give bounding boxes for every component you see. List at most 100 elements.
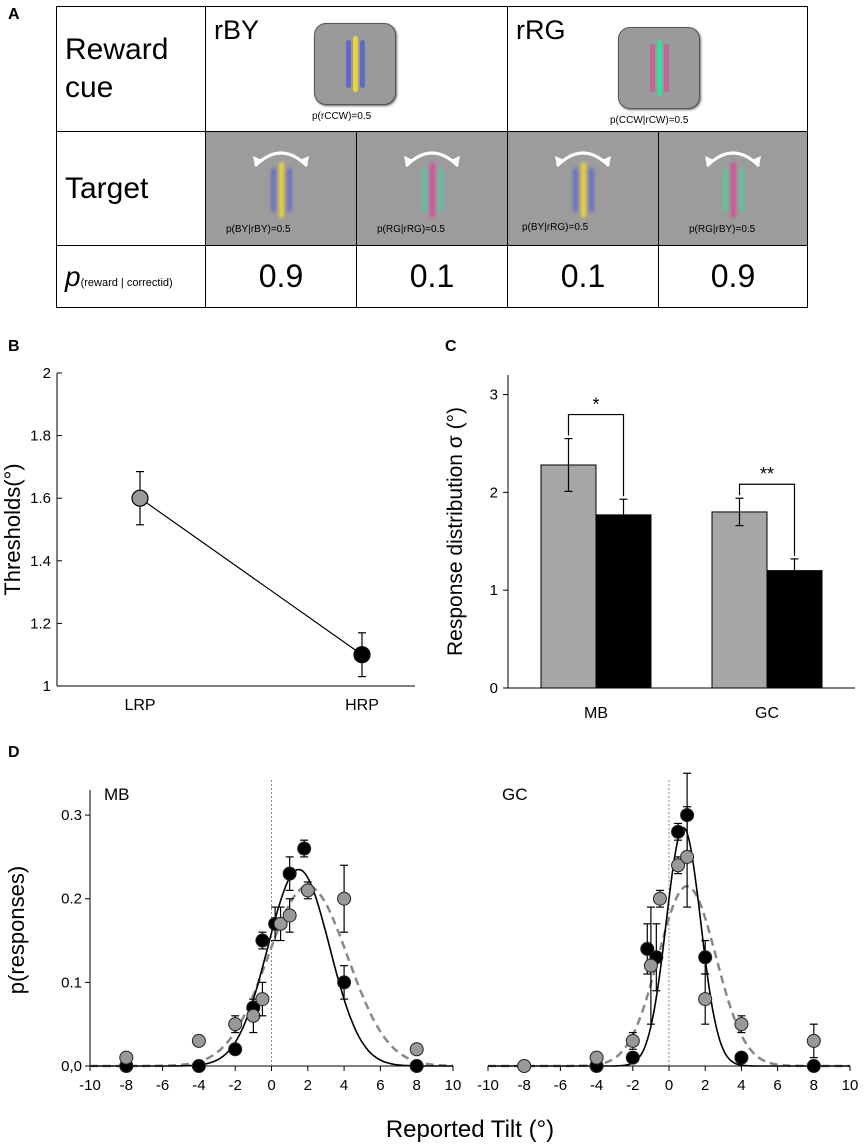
condition-rby-title: rBY <box>214 15 260 45</box>
reward-prob-value: 0.9 <box>658 245 808 308</box>
d-point-gray <box>734 1017 749 1032</box>
d-point-gray <box>652 891 667 906</box>
d-y-axis-label: p(responses) <box>4 866 29 994</box>
d-point-gray <box>671 858 686 873</box>
target-prob: p(BY|rBY)=0.5 <box>226 224 291 235</box>
d-point-gray <box>337 891 352 906</box>
d-point-gray <box>246 1008 261 1023</box>
b-y-tick-label: 1.4 <box>30 553 51 570</box>
c-significance-bracket <box>567 413 625 497</box>
d-point-gray <box>273 916 288 931</box>
target-prob: p(BY|rRG)=0.5 <box>522 222 589 233</box>
cue-prob-rby: p(rCCW)=0.5 <box>312 111 372 122</box>
c-y-axis-label: Response distribution σ (°) <box>444 407 467 656</box>
d-x-tick-label: -2 <box>229 1077 242 1094</box>
d-point-black <box>228 1042 243 1057</box>
d-point-gray <box>282 908 297 923</box>
c-bar <box>711 511 768 689</box>
d-x-tick-label: -8 <box>518 1077 531 1094</box>
d-y-tick-label: 0.3 <box>61 807 82 824</box>
d-point-gray <box>698 992 713 1007</box>
b-y-tick-label: 1.6 <box>30 490 51 507</box>
c-y-tick-label: 0 <box>490 680 498 697</box>
d-x-tick-label: 2 <box>701 1077 709 1094</box>
d-subject-label: MB <box>104 785 130 804</box>
gabor-patch <box>261 162 301 218</box>
d-point-black <box>734 1050 749 1065</box>
p-subscript: (reward | correctid) <box>80 276 173 289</box>
condition-rrg-title: rRG <box>516 15 566 45</box>
c-y-tick-label: 1 <box>490 582 498 599</box>
d-point-gray <box>409 1042 424 1057</box>
rotation-arrows-icon <box>253 151 309 168</box>
b-y-axis-label: Thresholds(°) <box>0 463 25 595</box>
d-point-black <box>806 1059 821 1073</box>
d-y-tick-label: 0.2 <box>61 891 82 908</box>
gabor-patch <box>713 162 753 218</box>
target-cell: p(BY|rBY)=0.5 <box>205 131 357 246</box>
d-point-gray <box>643 958 658 973</box>
c-y-tick-label: 3 <box>490 387 498 404</box>
b-x-tick-label: LRP <box>124 697 155 714</box>
d-point-gray <box>191 1033 206 1048</box>
d-fit-curve-black <box>90 868 453 1067</box>
c-significance-label: * <box>592 395 599 415</box>
d-point-gray <box>517 1059 532 1073</box>
d-y-tick-label: 0,0 <box>61 1058 82 1075</box>
d-x-tick-label: 8 <box>810 1077 818 1094</box>
d-x-tick-label: -6 <box>554 1077 567 1094</box>
condition-rrg: rRG p(CCW|rCW)=0.5 <box>507 6 808 132</box>
d-point-gray <box>589 1050 604 1065</box>
design-table: Reward cue rBY p(rCCW)=0.5 rRG p(CCW|rCW… <box>56 6 808 308</box>
c-x-tick-label: MB <box>584 705 608 722</box>
cue-patch-by <box>314 23 396 105</box>
d-point-black <box>625 1050 640 1065</box>
d-x-tick-label: 0 <box>267 1077 275 1094</box>
d-fit-curve-gray <box>90 884 454 1068</box>
reward-prob-value: 0.9 <box>205 245 357 308</box>
d-point-black <box>255 933 270 948</box>
target-prob: p(RG|rBY)=0.5 <box>689 224 756 235</box>
c-bar <box>540 464 597 689</box>
panel-letter-b: B <box>8 338 20 355</box>
reward-prob-value: 0.1 <box>356 245 508 308</box>
target-label: Target <box>56 131 206 246</box>
b-y-tick-label: 1.2 <box>30 615 51 632</box>
b-y-tick-label: 1.8 <box>30 428 51 445</box>
c-significance-bracket <box>738 483 796 556</box>
d-point-black <box>698 950 713 965</box>
d-x-tick-label: -4 <box>590 1077 603 1094</box>
d-x-tick-label: 6 <box>376 1077 384 1094</box>
b-y-tick-label: 1 <box>43 678 51 695</box>
cue-patch-rg <box>618 27 700 109</box>
d-point-gray <box>300 883 315 898</box>
reward-prob-value: 0.1 <box>507 245 659 308</box>
d-x-tick-label: 10 <box>445 1077 462 1094</box>
panel-letter-a: A <box>8 6 20 23</box>
d-point-gray <box>625 1033 640 1048</box>
d-y-tick-label: 0.1 <box>61 974 82 991</box>
target-cell: p(RG|rBY)=0.5 <box>658 131 808 246</box>
d-x-tick-label: -6 <box>156 1077 169 1094</box>
b-connect-line <box>139 497 363 656</box>
d-point-gray <box>680 849 695 864</box>
rotation-arrows-icon <box>705 151 761 168</box>
c-y-tick-label: 2 <box>490 484 498 501</box>
d-x-tick-label: 4 <box>737 1077 745 1094</box>
d-x-tick-label: -4 <box>192 1077 205 1094</box>
d-x-tick-label: -8 <box>120 1077 133 1094</box>
d-x-tick-label: -10 <box>477 1077 499 1094</box>
cue-prob-rrg: p(CCW|rCW)=0.5 <box>610 115 689 126</box>
d-x-tick-label: 6 <box>773 1077 781 1094</box>
reward-cue-label-line2: cue <box>65 71 114 104</box>
d-x-axis-label: Reported Tilt (°) <box>386 1116 554 1143</box>
d-point-black <box>282 866 297 881</box>
p-symbol: p <box>65 260 81 292</box>
b-x-tick-label: HRP <box>345 697 379 714</box>
b-point <box>353 646 371 664</box>
c-bar <box>595 514 652 689</box>
rotation-arrows-icon <box>404 151 460 168</box>
target-cell: p(BY|rRG)=0.5 <box>507 131 659 246</box>
d-point-black <box>671 824 686 839</box>
